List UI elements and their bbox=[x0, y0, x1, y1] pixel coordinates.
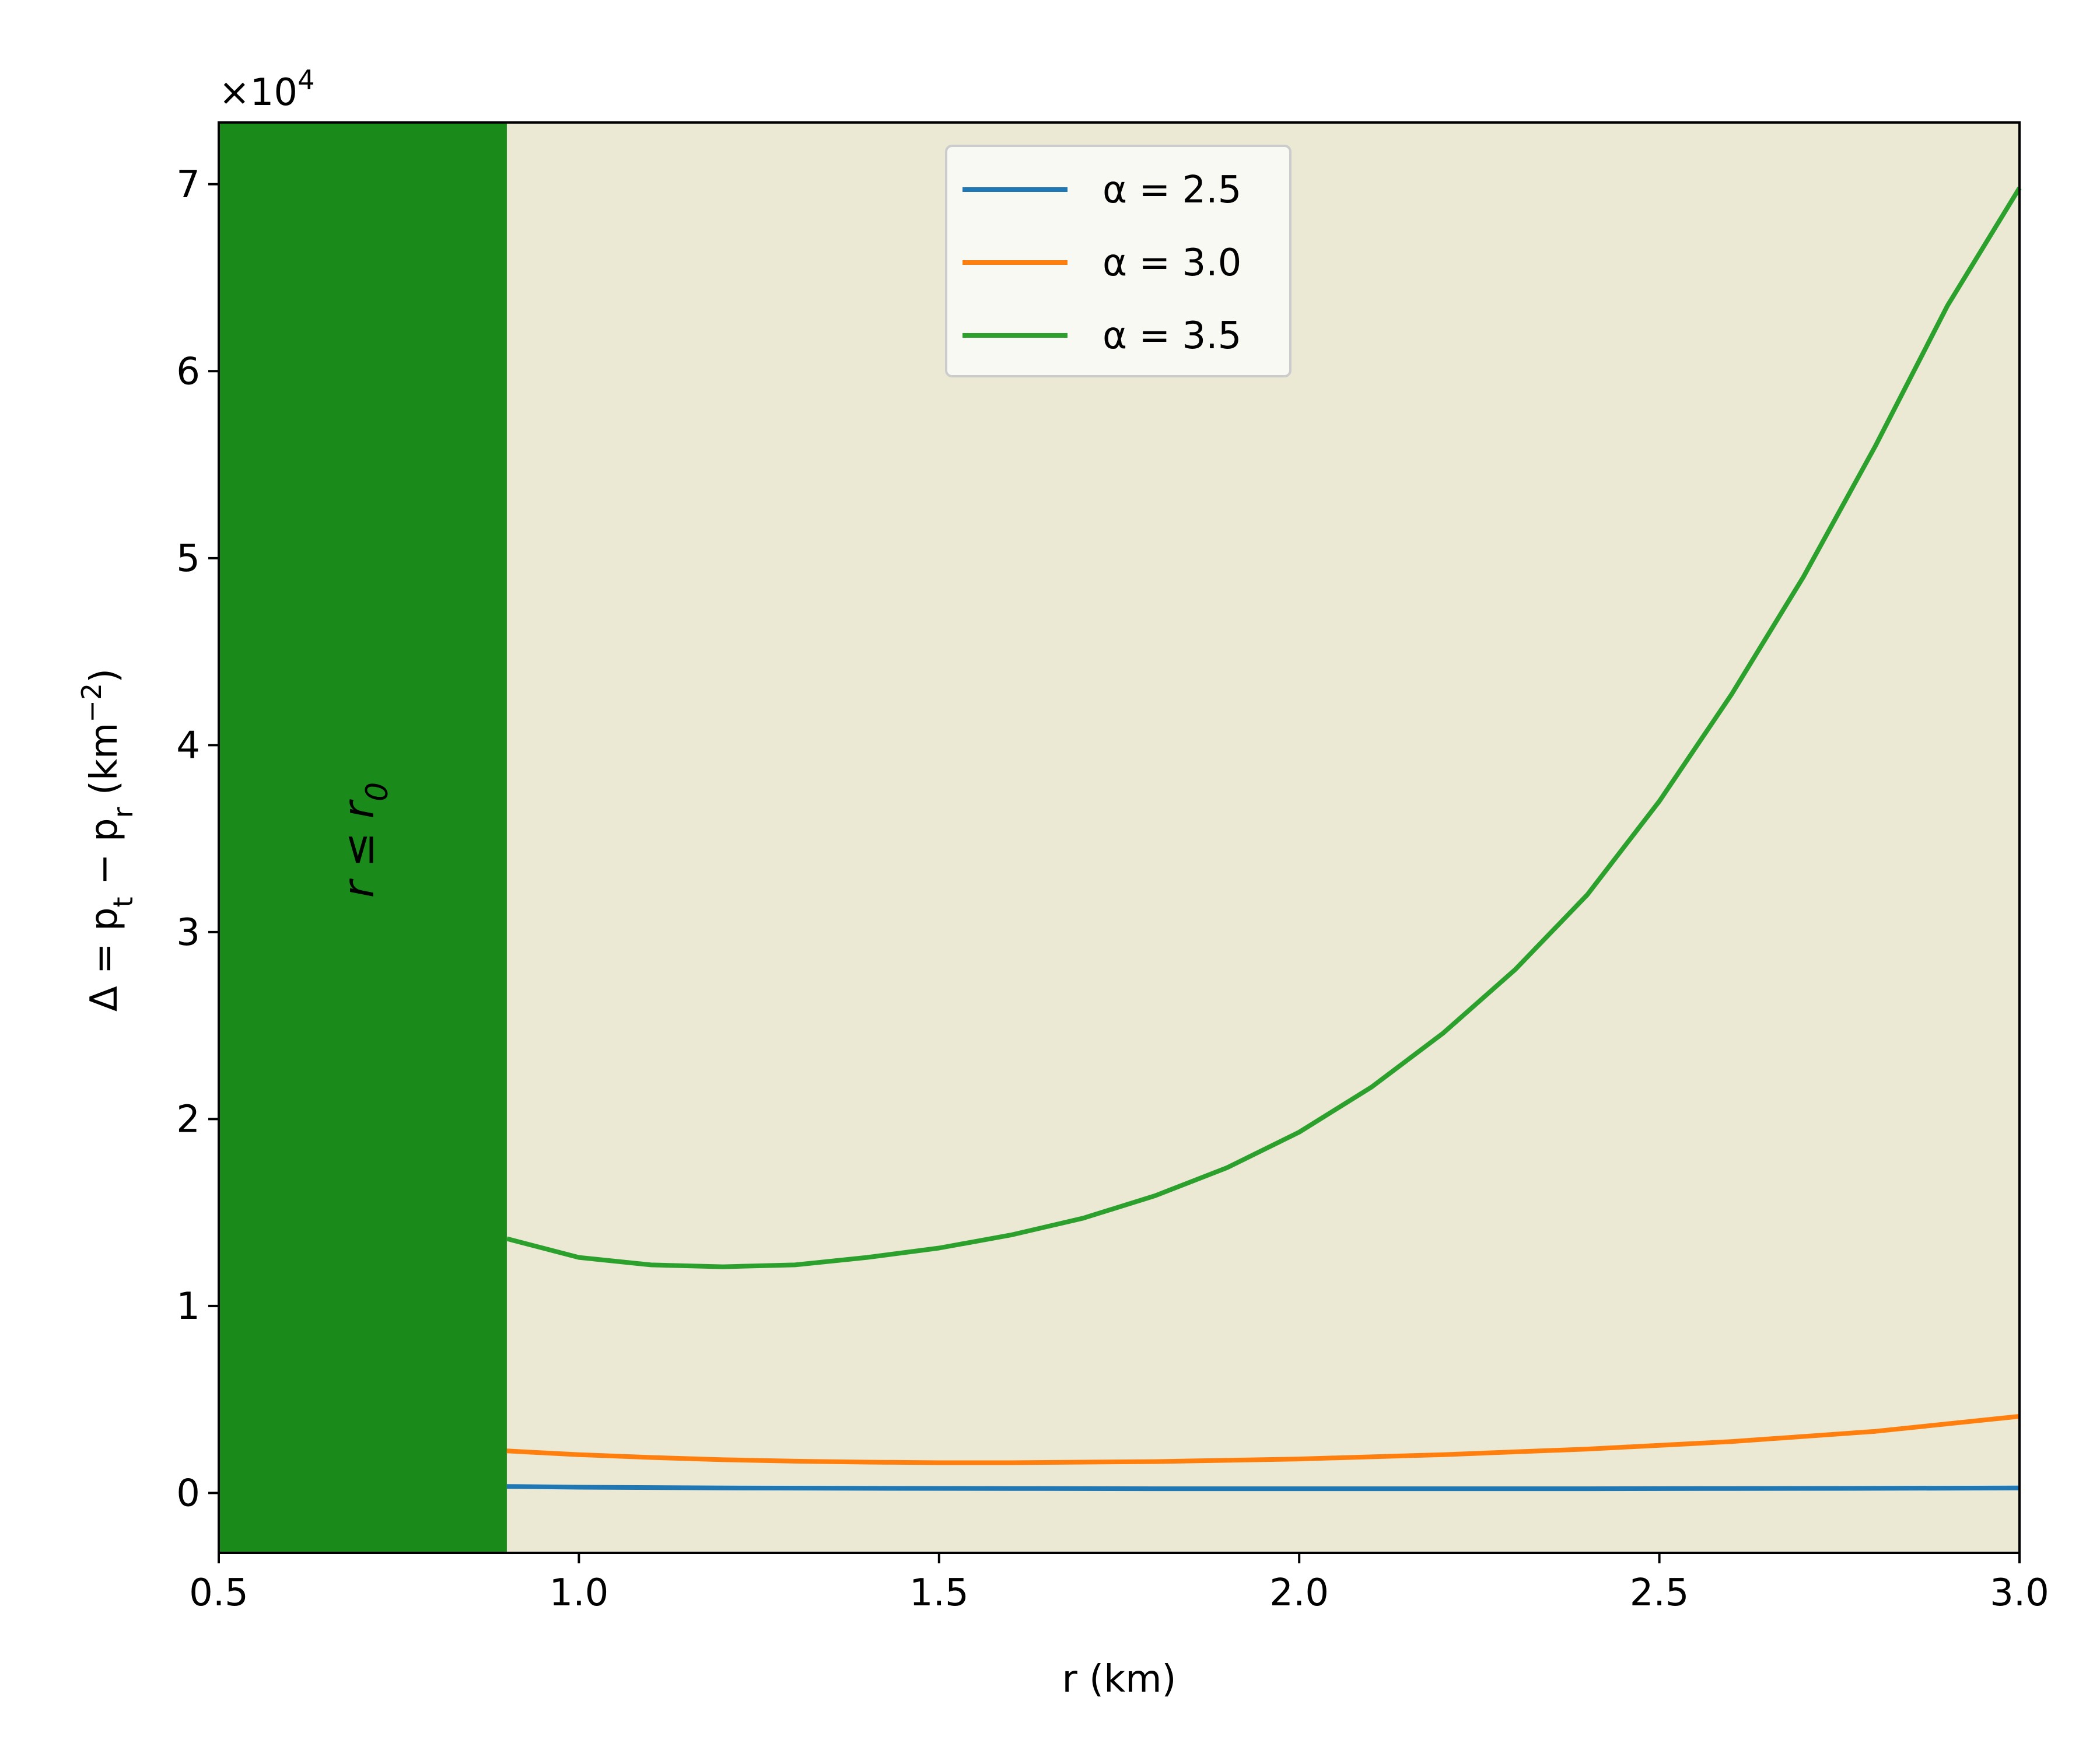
series-line-1 bbox=[506, 1484, 2020, 1492]
series-line-2 bbox=[506, 1414, 2020, 1465]
x-tick-label: 2.5 bbox=[1630, 1572, 1689, 1615]
legend: α = 2.5 α = 3.0 α = 3.5 bbox=[945, 145, 1292, 377]
legend-box bbox=[945, 145, 1292, 377]
y-scale-multiplier: ×104 bbox=[219, 64, 314, 114]
x-axis: 0.5 1.0 1.5 2.0 2.5 3.0 bbox=[189, 1553, 2049, 1615]
y-tick-label: 1 bbox=[176, 1285, 200, 1328]
plot-frame bbox=[218, 121, 2021, 1554]
y-axis: 0 1 2 3 4 5 6 7 bbox=[176, 163, 219, 1515]
y-tick-label: 3 bbox=[176, 911, 200, 954]
x-axis-label: r (km) bbox=[1062, 1658, 1177, 1701]
legend-label: α = 3.5 bbox=[1102, 314, 1241, 358]
y-tick-label: 2 bbox=[176, 1098, 200, 1141]
y-tick-label: 4 bbox=[176, 724, 200, 767]
x-tick-label: 3.0 bbox=[1990, 1572, 2049, 1615]
y-tick-label: 5 bbox=[176, 537, 200, 580]
x-tick-label: 2.0 bbox=[1269, 1572, 1329, 1615]
series-layer bbox=[506, 187, 2022, 1492]
y-tick-label: 0 bbox=[176, 1472, 200, 1515]
y-tick-label: 6 bbox=[176, 350, 200, 393]
y-tick-label: 7 bbox=[176, 163, 200, 206]
y-axis-label: Δ = pt − pr (km−2) bbox=[76, 668, 139, 1012]
x-tick-label: 1.0 bbox=[550, 1572, 609, 1615]
series-line-3 bbox=[506, 187, 2022, 1269]
x-tick-label: 0.5 bbox=[189, 1572, 249, 1615]
legend-label: α = 3.0 bbox=[1102, 242, 1241, 285]
shaded-region bbox=[219, 123, 507, 1553]
legend-label: α = 2.5 bbox=[1102, 169, 1241, 212]
x-tick-label: 1.5 bbox=[909, 1572, 969, 1615]
